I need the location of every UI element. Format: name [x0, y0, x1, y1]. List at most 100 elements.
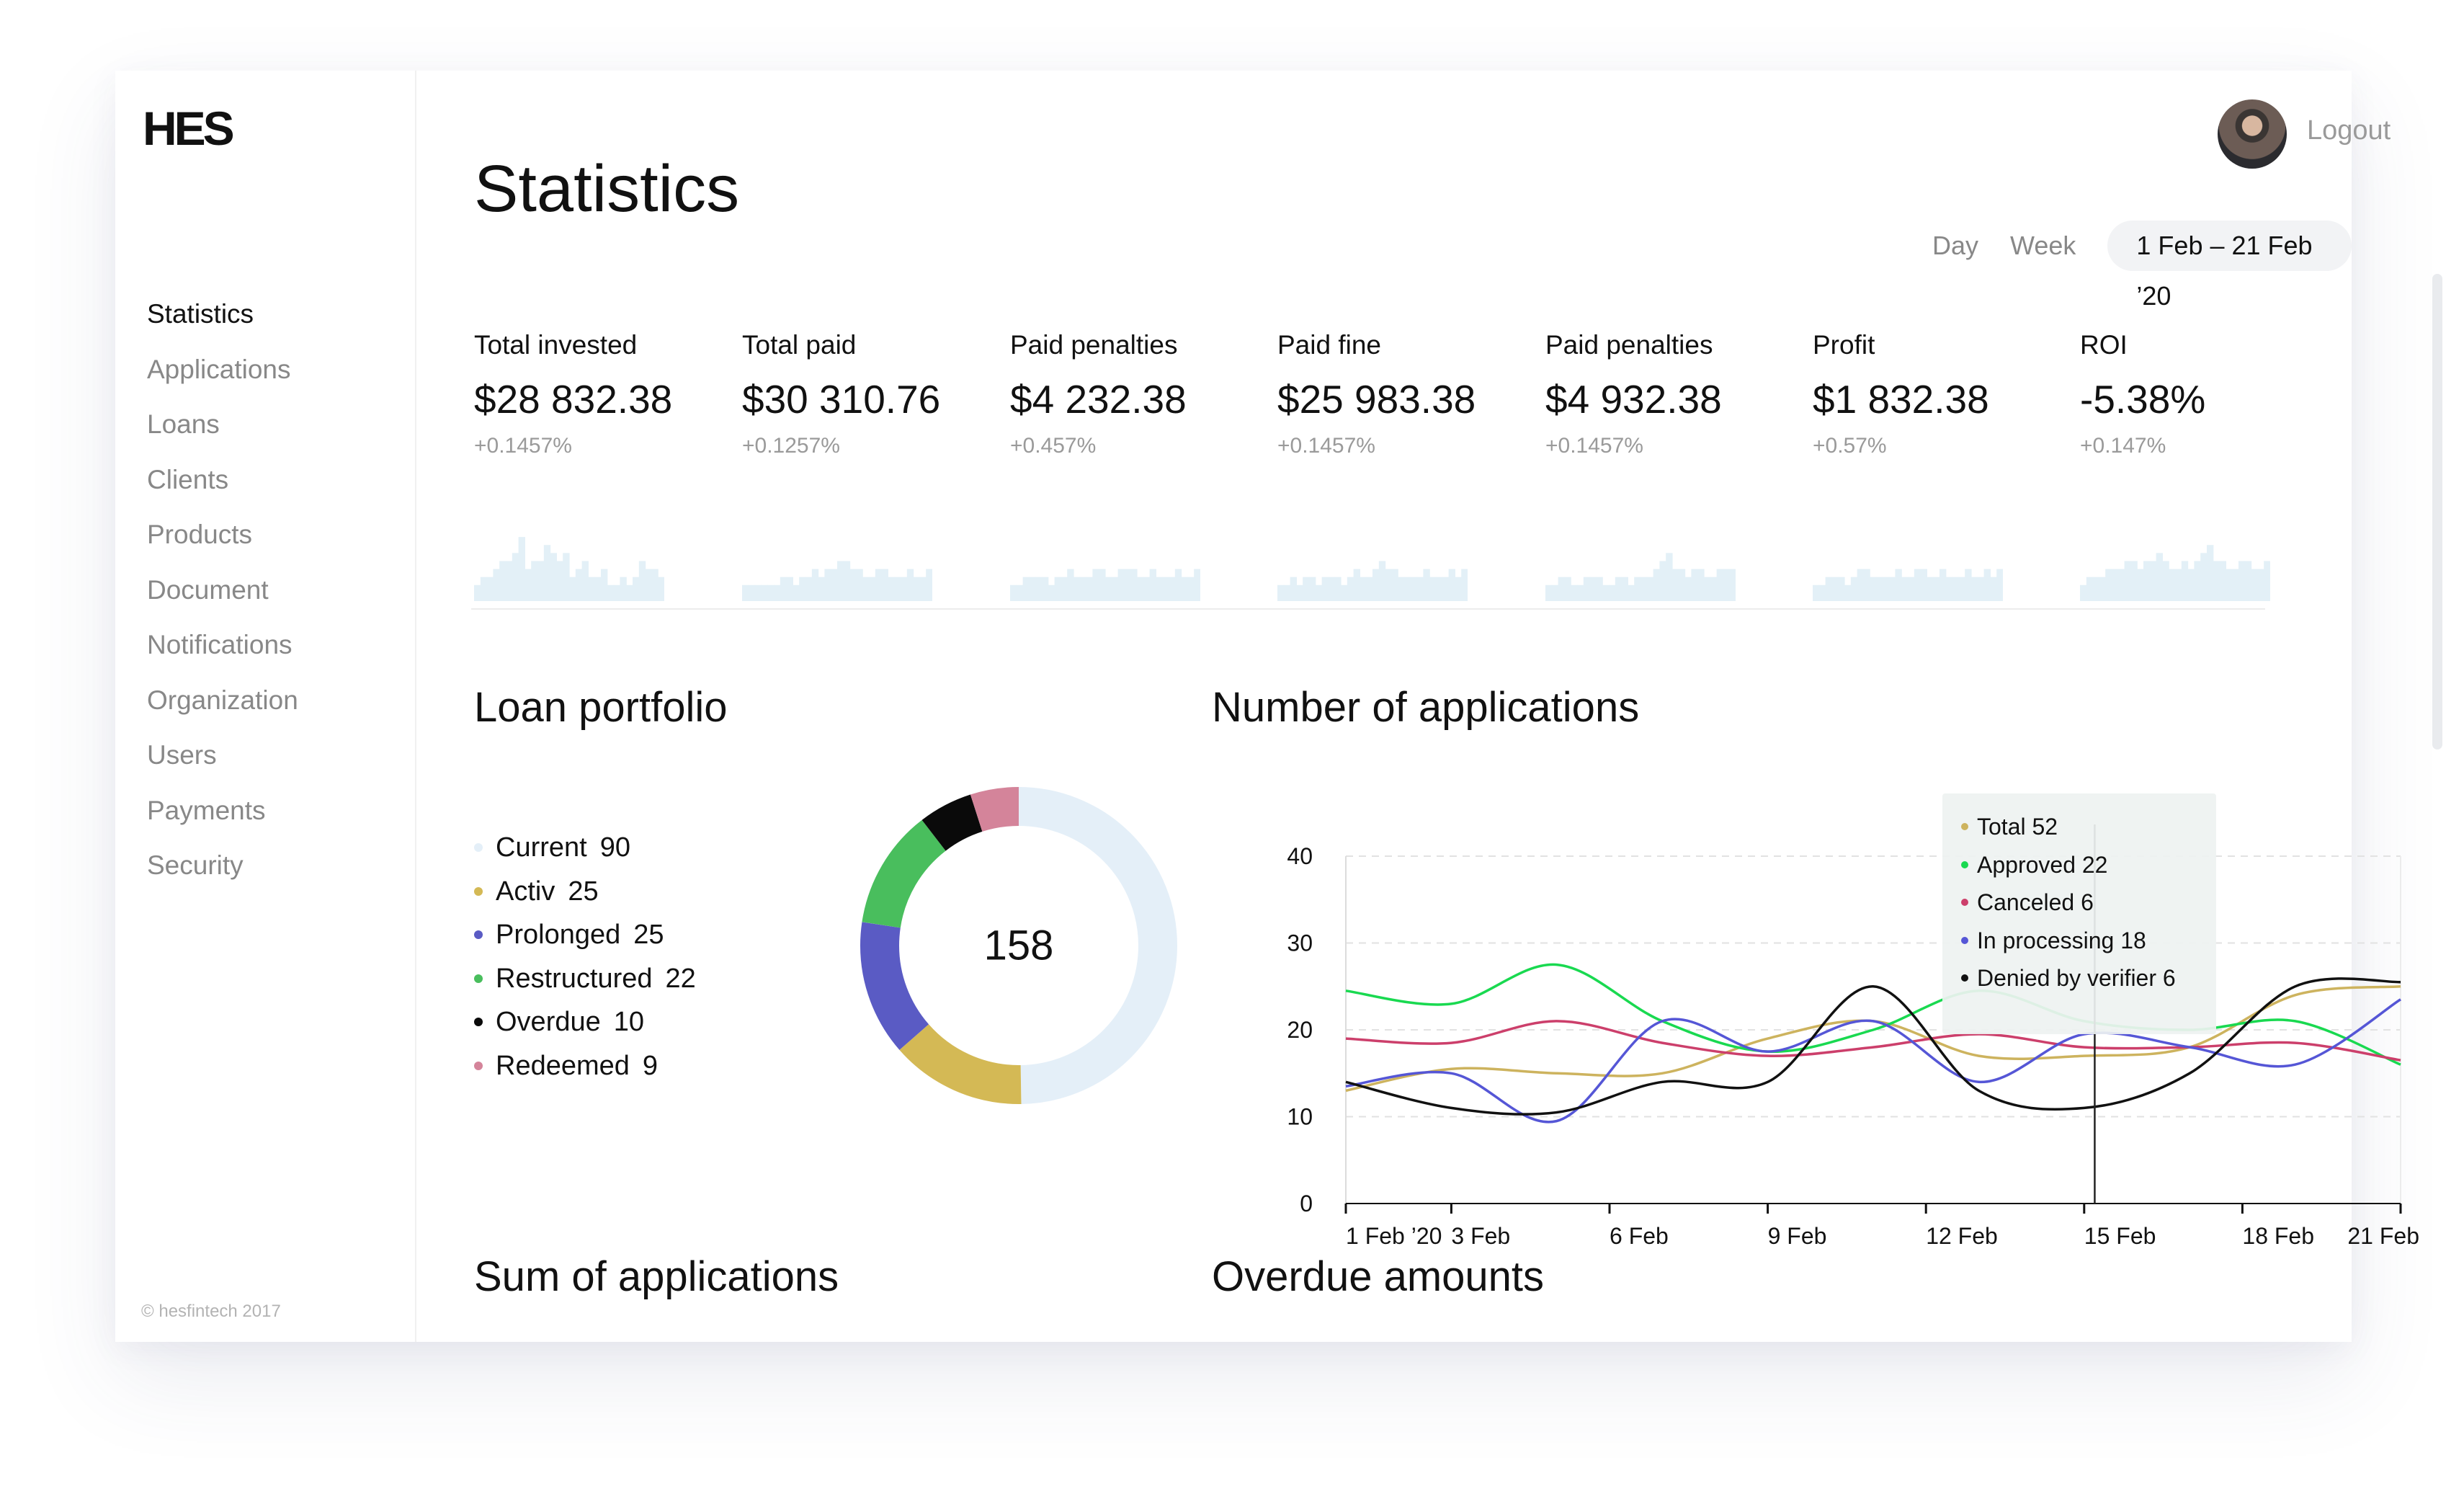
sparkline-bar — [1303, 577, 1310, 601]
overdue-amounts-title: Overdue amounts — [1212, 1253, 1545, 1300]
sparkline-bar — [493, 569, 500, 601]
sparkline-bar — [780, 577, 787, 601]
sparkline-bar — [613, 584, 620, 601]
sparkline-bar — [1360, 577, 1367, 601]
legend-item-activ[interactable]: Activ 25 — [474, 870, 696, 914]
sidebar-item-organization[interactable]: Organization — [147, 685, 298, 715]
sparkline-bar — [1646, 577, 1654, 601]
kpi-row: Total invested $28 832.38 +0.1457% Total… — [474, 330, 2405, 640]
sidebar-item-notifications[interactable]: Notifications — [147, 630, 293, 659]
range-tab-day[interactable]: Day — [1932, 231, 1979, 260]
legend-item-restructured[interactable]: Restructured 22 — [474, 957, 696, 1001]
sparkline-bar — [1378, 561, 1386, 601]
sparkline-bar — [1169, 577, 1176, 601]
kpi-label: Paid penalties — [1545, 330, 1713, 360]
sparkline-bar — [1448, 569, 1455, 601]
sparkline-bar — [881, 569, 888, 601]
kpi-card: Paid penalties $4 232.38 +0.457% — [1010, 330, 1255, 601]
sidebar-item-document[interactable]: Document — [147, 574, 269, 605]
sparkline-bar — [480, 577, 488, 601]
sparkline-bar — [1908, 577, 1915, 601]
loan-portfolio-donut[interactable]: 158 — [853, 780, 1184, 1111]
section-divider — [471, 608, 2265, 610]
sparkline-bar — [1042, 577, 1049, 601]
donut-total-label: 158 — [984, 922, 1054, 969]
kpi-sparkline — [742, 561, 932, 601]
kpi-value: $28 832.38 — [474, 377, 673, 422]
sparkline-bar — [588, 577, 595, 601]
sidebar-item-applications[interactable]: Applications — [147, 354, 291, 384]
sidebar-item-users[interactable]: Users — [147, 740, 217, 770]
sidebar-item-statistics[interactable]: Statistics — [147, 299, 254, 329]
sum-of-applications-title: Sum of applications — [474, 1253, 839, 1300]
tooltip-item-denied: Denied by verifier 6 — [1961, 959, 2176, 997]
kpi-sparkline — [1545, 553, 1736, 601]
applications-line-chart[interactable]: 0 10 20 30 40 1 Feb ’20 3 Feb 6 Feb 9 Feb 12 Feb 1… — [1272, 762, 2440, 1267]
legend-value: 25 — [633, 920, 664, 950]
series-line-in-processing — [1345, 998, 2401, 1124]
sparkline-bar — [2257, 569, 2264, 601]
legend-value: 25 — [568, 876, 599, 907]
app-logo[interactable]: HES — [143, 102, 235, 155]
sidebar-item-products[interactable]: Products — [147, 520, 253, 549]
legend-item-overdue[interactable]: Overdue 10 — [474, 1000, 696, 1044]
sparkline-bar — [1882, 577, 1890, 601]
sidebar-item-security[interactable]: Security — [147, 850, 244, 880]
sparkline-bar — [474, 584, 481, 601]
kpi-sparkline — [1813, 569, 2003, 601]
sparkline-bar — [1048, 584, 1055, 601]
sparkline-bar — [754, 584, 762, 601]
tooltip-label: In processing 18 — [1977, 927, 2146, 953]
sidebar-item-clients[interactable]: Clients — [147, 464, 229, 494]
donut-segment-activ[interactable] — [860, 787, 1177, 1104]
sparkline-bar — [1130, 569, 1138, 601]
sparkline-bar — [1983, 569, 1991, 601]
scrollbar[interactable] — [2432, 274, 2442, 750]
legend-item-prolonged[interactable]: Prolonged 25 — [474, 913, 696, 957]
donut-segment-prolonged[interactable] — [860, 787, 1177, 1104]
sparkline-bar — [1914, 569, 1921, 601]
legend-dot — [474, 930, 483, 940]
tooltip-list: Total 52 Approved 22 Canceled 6 In proce… — [1961, 808, 2176, 997]
series-line-denied-by-verifier — [1345, 977, 2401, 1116]
sparkline-bar — [818, 577, 825, 601]
sparkline-bar — [2219, 561, 2226, 601]
sparkline-bar — [1181, 577, 1188, 601]
user-avatar[interactable] — [2218, 99, 2287, 169]
sparkline-bar — [1143, 577, 1151, 601]
kpi-delta: +0.147% — [2080, 434, 2166, 458]
sparkline-bar — [1137, 577, 1144, 601]
sidebar-item-payments[interactable]: Payments — [147, 795, 266, 825]
tooltip-label: Canceled 6 — [1977, 889, 2094, 915]
range-tab-week[interactable]: Week — [2010, 231, 2076, 260]
sparkline-bar — [1461, 569, 1468, 601]
sparkline-bar — [499, 561, 506, 601]
sparkline-bar — [2149, 561, 2157, 601]
legend-dot — [474, 886, 483, 896]
sparkline-bar — [1577, 584, 1584, 601]
sparkline-bar — [811, 569, 819, 601]
sparkline-bar — [1149, 569, 1156, 601]
logout-button[interactable]: Logout — [2307, 115, 2391, 146]
legend-item-redeemed[interactable]: Redeemed 9 — [474, 1044, 696, 1088]
sparkline-bar — [1385, 569, 1392, 601]
date-range-picker[interactable]: 1 Feb – 21 Feb ’20 — [2107, 221, 2352, 311]
sparkline-bar — [1029, 577, 1036, 601]
loan-portfolio-title: Loan portfolio — [474, 684, 728, 731]
kpi-sparkline — [1010, 569, 1200, 601]
kpi-label: Paid fine — [1277, 330, 1381, 360]
sparkline-bar — [1296, 584, 1303, 601]
sparkline-bar — [1844, 584, 1852, 601]
sparkline-bar — [1602, 584, 1610, 601]
sparkline-bar — [1416, 577, 1424, 601]
sidebar-item-loans[interactable]: Loans — [147, 409, 220, 439]
sparkline-bar — [1124, 569, 1131, 601]
sparkline-bar — [1117, 569, 1125, 601]
sparkline-bar — [1328, 577, 1335, 601]
y-tick-label: 0 — [1300, 1191, 1313, 1216]
series-line-canceled — [1345, 1020, 2401, 1062]
sparkline-bar — [1945, 577, 1953, 601]
sparkline-bar — [1455, 577, 1462, 601]
legend-item-current[interactable]: Current 90 — [474, 826, 696, 870]
donut-segment-redeemed[interactable] — [860, 787, 1177, 1104]
